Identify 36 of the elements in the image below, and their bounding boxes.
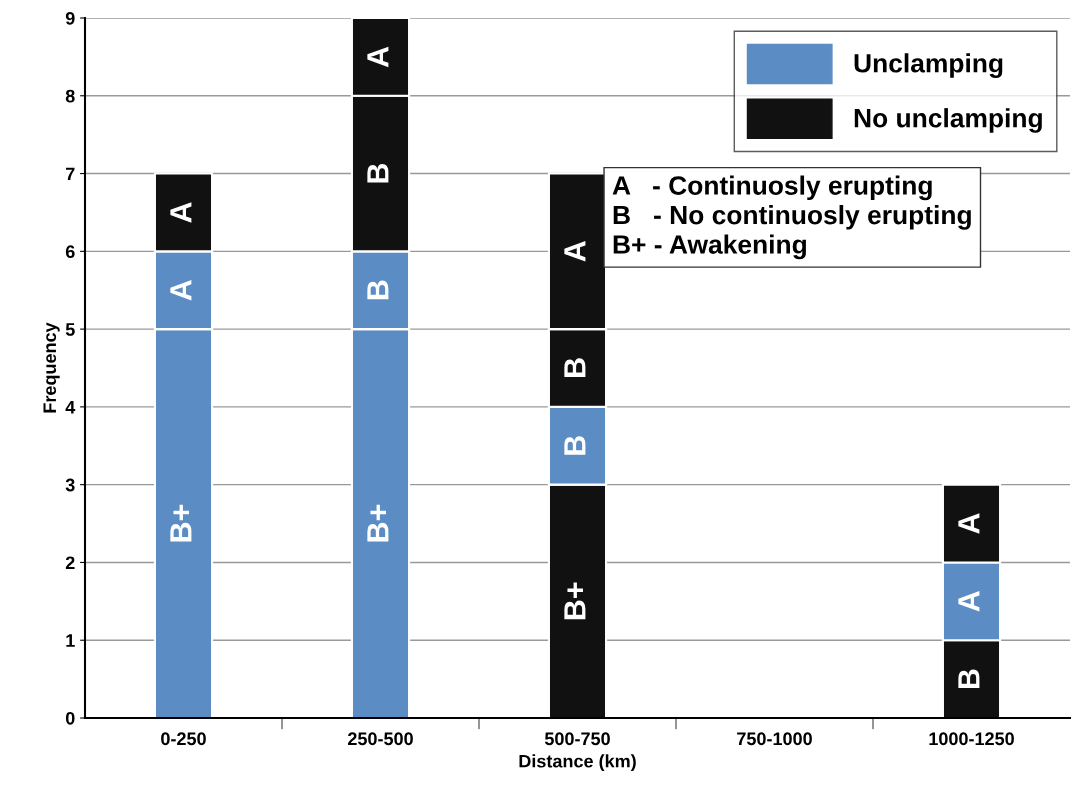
y-tick-label: 7 <box>66 167 75 181</box>
data-label: A <box>958 513 980 534</box>
x-tick-label: 0-250 <box>161 732 206 746</box>
x-tick-label: 250-500 <box>348 732 413 746</box>
data-label: A <box>367 46 389 68</box>
y-tick-label: 3 <box>65 478 75 492</box>
y-tick-label: 1 <box>66 634 75 647</box>
x-axis-title: Distance (km) <box>519 754 636 772</box>
annotation: B+ - Awakening <box>613 234 806 260</box>
y-axis-title: Frequency <box>43 322 60 413</box>
data-label: B+ <box>367 504 389 542</box>
x-tick-label: 1000-1250 <box>929 732 1014 746</box>
legend-label: Unclamping <box>854 53 1003 78</box>
data-label: A <box>170 202 192 223</box>
data-label: B <box>564 436 586 455</box>
y-tick-label: 8 <box>65 89 75 103</box>
data-label: B+ <box>564 582 586 620</box>
data-label: B+ <box>170 504 192 542</box>
y-tick-label: 4 <box>65 401 76 414</box>
y-tick-label: 9 <box>65 11 75 25</box>
annotation: A - Continuosly erupting <box>612 175 932 201</box>
y-tick-label: 2 <box>65 556 75 569</box>
data-label: B <box>958 669 980 689</box>
data-label: B <box>367 163 389 183</box>
x-tick-label: 750-1000 <box>737 732 812 746</box>
data-label: B <box>367 280 389 300</box>
y-tick-label: 6 <box>65 245 75 259</box>
y-tick-label: 5 <box>65 323 75 336</box>
data-label: A <box>564 241 586 262</box>
y-tick-label: 0 <box>65 711 75 725</box>
data-label: B <box>564 358 586 377</box>
legend-label: No unclamping <box>854 108 1042 133</box>
data-label: A <box>958 591 980 612</box>
data-label: A <box>170 280 192 301</box>
annotation: B - No continuosly erupting <box>613 205 971 230</box>
x-tick-label: 500-750 <box>544 732 610 746</box>
